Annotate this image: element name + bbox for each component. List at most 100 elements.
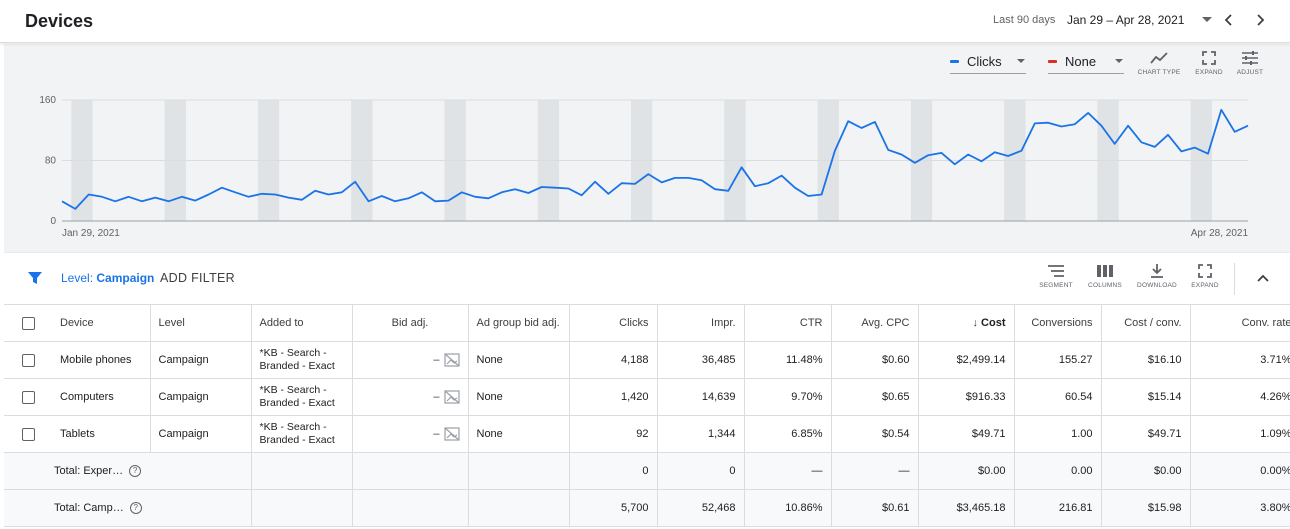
segment-label: SEGMENT [1039,282,1073,289]
edit-bid-icon[interactable] [443,390,460,404]
metric-2-label: None [1065,54,1097,69]
chart-type-label: CHART TYPE [1137,69,1181,76]
bid-adj-value: – [433,427,440,440]
bid-adj-value: – [433,390,440,403]
impr-cell: 14,639 [657,378,745,416]
col-device[interactable]: Device [52,304,151,342]
filter-bar: Level: Campaign ADD FILTER SEGMENT COLUM… [4,252,1290,304]
chevron-left-icon[interactable] [1221,12,1237,28]
empty-cell [352,489,469,527]
col-bid-adj[interactable]: Bid adj. [352,304,469,342]
col-avg-cpc[interactable]: Avg. CPC [831,304,919,342]
conversions-cell: 1.00 [1014,415,1102,453]
row-select-cell [4,341,52,379]
chevron-up-icon[interactable] [1256,271,1270,285]
edit-bid-icon[interactable] [443,427,460,441]
ctr-cell: 9.70% [744,378,832,416]
row-checkbox[interactable] [21,427,35,441]
row-select-cell [4,378,52,416]
page-header: Devices Last 90 days Jan 29 – Apr 28, 20… [0,0,1290,43]
conversions-cell: 0.00 [1014,452,1102,490]
date-range-value[interactable]: Jan 29 – Apr 28, 2021 [1067,13,1185,27]
level-prefix: Level: [61,271,94,285]
chart-adjust-button[interactable]: ADJUST [1225,50,1275,84]
col-ad-group-bid-adj[interactable]: Ad group bid adj. [468,304,570,342]
col-level[interactable]: Level [150,304,252,342]
download-button[interactable]: DOWNLOAD [1132,263,1182,297]
empty-cell [468,452,570,490]
cost-conv-cell: $15.14 [1101,378,1191,416]
col-clicks[interactable]: Clicks [569,304,658,342]
segment-button[interactable]: SEGMENT [1031,263,1081,297]
empty-cell [251,452,353,490]
level-cell: Campaign [150,341,252,379]
ad-group-bid-adj-cell: None [468,341,570,379]
col-added-to[interactable]: Added to [251,304,353,342]
ctr-cell: — [744,452,832,490]
bid-adj-cell: – [352,341,469,379]
impr-cell: 1,344 [657,415,745,453]
row-checkbox[interactable] [21,390,35,404]
cost-conv-cell: $15.98 [1101,489,1191,527]
col-cost-label: Cost [981,317,1006,329]
cost-cell: $2,499.14 [918,341,1015,379]
total-label: Total: Exper… [54,464,124,477]
total-row: Total: Exper…? 0 0 — — $0.00 0.00 $0.00 … [4,452,1290,490]
empty-cell [251,489,353,527]
device-cell: Computers [52,378,151,416]
added-to-line-1: *KB - Search - [259,384,327,396]
added-to-line-2: Branded - Exact [259,397,335,409]
columns-button[interactable]: COLUMNS [1080,263,1130,297]
row-checkbox[interactable] [21,353,35,367]
caret-down-icon[interactable] [1200,13,1214,27]
y-tick-label: 0 [50,216,56,227]
cost-cell: $0.00 [918,452,1015,490]
chart-type-button[interactable]: CHART TYPE [1134,50,1184,84]
chevron-right-icon[interactable] [1252,12,1268,28]
help-icon[interactable]: ? [129,465,142,478]
col-cost[interactable]: ↓ Cost [918,304,1015,342]
cost-cell: $49.71 [918,415,1015,453]
avg-cpc-cell: $0.65 [831,378,919,416]
conv-rate-cell: 3.71% [1190,341,1290,379]
select-all-cell [4,304,52,342]
total-label-cell: Total: Camp…? [4,489,150,527]
clicks-series-line [61,108,1249,210]
table-expand-button[interactable]: EXPAND [1180,263,1230,297]
col-ctr[interactable]: CTR [744,304,832,342]
avg-cpc-cell: $0.54 [831,415,919,453]
segment-icon [1048,265,1064,277]
line-chart-icon [1150,52,1168,64]
add-filter-button[interactable]: ADD FILTER [160,271,235,285]
col-cost-conv[interactable]: Cost / conv. [1101,304,1191,342]
download-icon [1151,264,1163,278]
x-end-label: Apr 28, 2021 [1191,228,1249,239]
tune-icon [1242,51,1258,65]
select-all-checkbox[interactable] [21,316,35,330]
help-icon[interactable]: ? [129,502,142,515]
table-row: Tablets Campaign *KB - Search - Branded -… [4,415,1290,453]
clicks-cell: 92 [569,415,658,453]
metric-1-select[interactable]: Clicks [950,52,1026,74]
added-to-cell: *KB - Search - Branded - Exact [251,378,353,416]
clicks-cell: 1,420 [569,378,658,416]
performance-chart-panel: 0 80 160 Jan 29, 2021 Apr 28, 2021 Clicks No… [4,44,1290,252]
impr-cell: 52,468 [657,489,745,527]
clicks-line-chart: 0 80 160 Jan 29, 2021 Apr 28, 2021 [39,95,1249,239]
empty-cell [150,489,252,527]
col-conversions[interactable]: Conversions [1014,304,1102,342]
total-label-cell: Total: Exper…? [4,452,150,490]
col-conv-rate[interactable]: Conv. rate [1190,304,1290,342]
empty-cell [468,489,570,527]
metric-2-select[interactable]: None [1048,52,1124,74]
ctr-cell: 11.48% [744,341,832,379]
level-filter[interactable]: Level: Campaign [61,271,154,285]
chart-expand-button[interactable]: EXPAND [1184,50,1234,84]
empty-cell [150,452,252,490]
cost-cell: $3,465.18 [918,489,1015,527]
edit-bid-icon[interactable] [443,353,460,367]
col-impr[interactable]: Impr. [657,304,745,342]
columns-label: COLUMNS [1088,282,1122,289]
level-value: Campaign [96,271,155,285]
filter-icon[interactable] [27,270,43,286]
